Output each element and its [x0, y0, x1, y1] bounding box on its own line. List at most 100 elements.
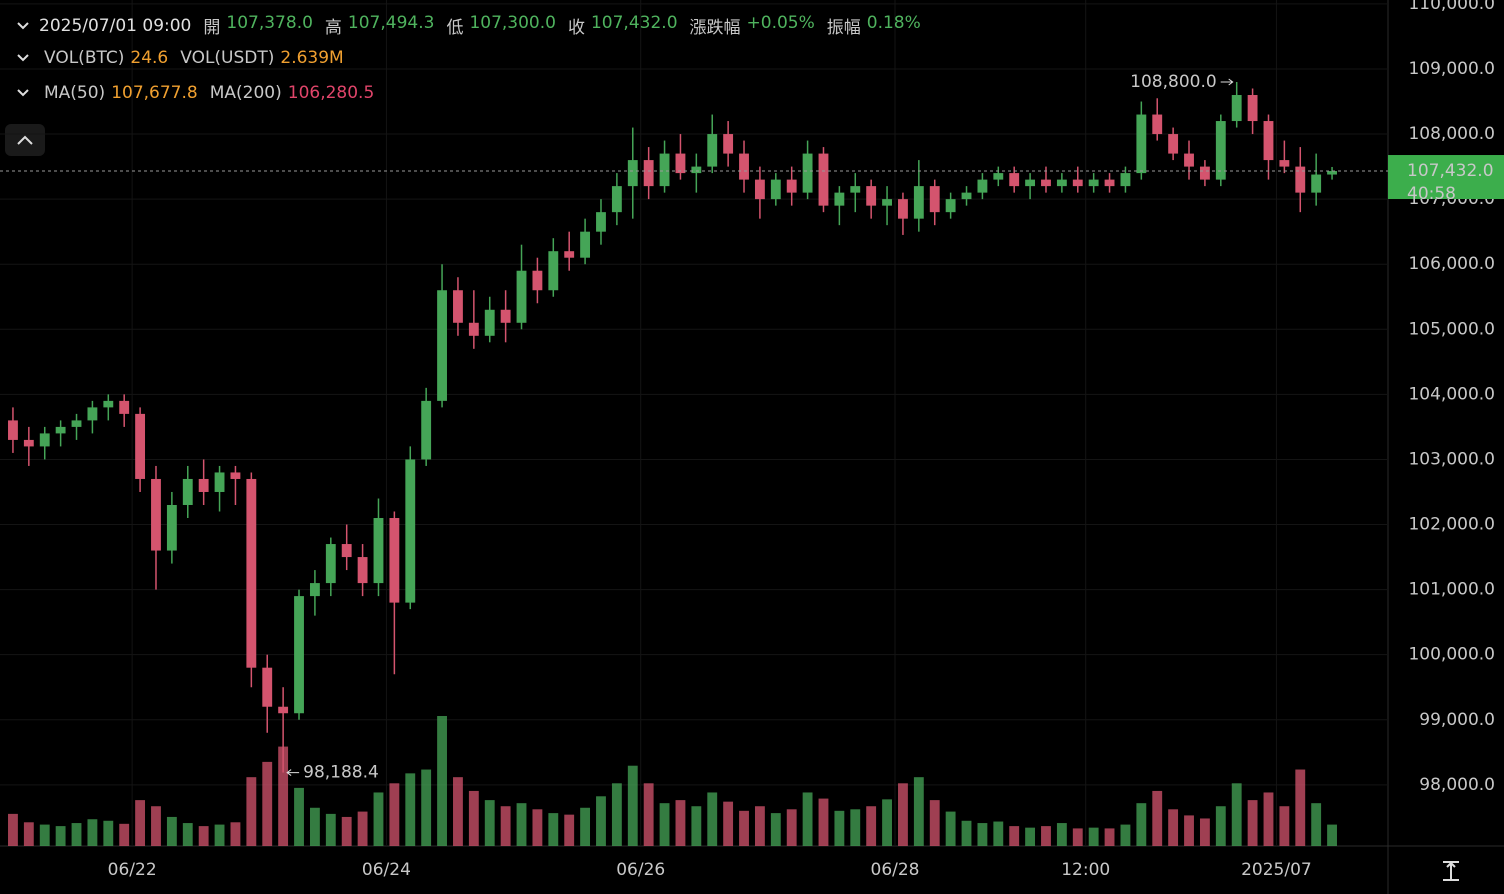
candle-body — [468, 322, 479, 336]
legend-item: 低 107,300.0 — [446, 13, 556, 38]
volume-bar — [1104, 828, 1115, 846]
volume-bar — [1184, 815, 1194, 846]
legend-value: 107,677.8 — [111, 83, 198, 103]
chevron — [17, 54, 29, 62]
scale-icon[interactable] — [1443, 861, 1459, 881]
volume-bar — [1072, 828, 1083, 846]
volume-bar — [103, 820, 114, 846]
candle-body — [230, 472, 241, 479]
candle-body — [55, 426, 66, 434]
legend-label: 開 — [203, 18, 221, 38]
volume-bar — [309, 807, 320, 846]
candle-body — [1311, 174, 1322, 193]
x-tick-label: 2025/07 — [1241, 860, 1312, 880]
volume-bar — [1263, 792, 1274, 846]
candle-body — [8, 420, 18, 440]
candle-body — [182, 478, 193, 505]
volume-bar — [866, 806, 877, 846]
volume-bar — [770, 813, 781, 846]
collapse-button[interactable] — [5, 124, 45, 156]
candle-body — [516, 270, 527, 323]
volume-bar — [898, 783, 908, 846]
volume-bar — [1009, 826, 1020, 846]
volume-bar — [119, 823, 130, 846]
y-tick-label: 104,000.0 — [1408, 384, 1495, 404]
candle-body — [580, 231, 591, 258]
candle-body — [818, 153, 829, 206]
timestamp: 2025/07/01 09:00 — [39, 15, 192, 36]
volume-bar — [389, 783, 400, 846]
volume-bar — [564, 814, 575, 846]
legend-value: 107,494.3 — [347, 13, 435, 33]
candle-body — [373, 518, 384, 584]
volume-bar — [802, 792, 813, 846]
candle-body — [1279, 160, 1290, 167]
volume-bar — [754, 806, 765, 846]
candle-body — [754, 179, 765, 200]
volume-bar — [643, 783, 654, 846]
candle-body — [977, 179, 988, 193]
volume-bar — [961, 820, 972, 846]
candle-body — [294, 596, 304, 714]
volume-bar — [151, 806, 161, 846]
legend-item: 開 107,378.0 — [203, 13, 313, 38]
annotation-label: 108,800.0 — [1130, 72, 1217, 92]
volume-bar — [1215, 806, 1226, 846]
volume-bar — [262, 761, 273, 846]
candle-body — [993, 173, 1004, 180]
candle-body — [1184, 153, 1194, 167]
legend-label: 低 — [446, 18, 464, 38]
x-tick-label: 12:00 — [1061, 860, 1110, 880]
collapse-button-bg[interactable] — [5, 124, 45, 156]
candle-body — [1009, 173, 1020, 187]
legend-item: 漲跌幅 +0.05% — [690, 13, 815, 38]
volume-bar — [1152, 790, 1163, 846]
expand-icon[interactable] — [16, 53, 30, 63]
volume-bar — [1231, 783, 1242, 846]
legend-label: 高 — [324, 18, 342, 38]
volume-bar — [484, 800, 495, 846]
candle-body — [659, 153, 670, 187]
last-price-label: 107,432.0 — [1407, 161, 1494, 181]
candle-body — [1215, 121, 1226, 180]
volume-bar — [39, 824, 50, 846]
legend-label: 收 — [567, 18, 585, 38]
candle-body — [103, 400, 114, 408]
candle-body — [866, 186, 877, 206]
candle-body — [246, 478, 257, 668]
candle-body — [405, 459, 416, 603]
candle-body — [278, 706, 289, 714]
expand-icon[interactable] — [16, 21, 30, 31]
candle-body — [1295, 166, 1306, 193]
volume-bar — [1279, 806, 1290, 846]
volume-bar — [1088, 827, 1099, 846]
expand-icon[interactable] — [16, 88, 30, 98]
legend-value: 106,280.5 — [287, 83, 375, 103]
volume-bar — [834, 810, 845, 846]
volume-bar — [1199, 818, 1210, 846]
legend-item: VOL(BTC) 24.6 — [44, 48, 168, 68]
volume-bar — [230, 822, 241, 846]
volume-bar — [373, 792, 384, 846]
candle-body — [929, 186, 940, 213]
candle-body — [850, 186, 861, 193]
candle-body — [1025, 179, 1036, 187]
x-tick-label: 06/22 — [108, 860, 157, 880]
candle-body — [691, 166, 702, 174]
volume-bar — [707, 792, 718, 846]
volume-bar — [882, 799, 892, 846]
candle-body — [1152, 114, 1163, 135]
volume-bar — [596, 796, 606, 846]
candle-body — [341, 544, 352, 558]
candle-body — [1120, 173, 1131, 187]
candle-body — [39, 433, 50, 447]
candle-body — [166, 504, 177, 551]
candle-body — [389, 518, 400, 603]
volume-bars — [8, 716, 1337, 846]
legend-value: 107,432.0 — [590, 13, 678, 33]
legend-value: 24.6 — [130, 48, 169, 68]
candle-body — [198, 478, 209, 492]
scale-toggle[interactable] — [1443, 861, 1459, 881]
annotation-arrow — [1220, 78, 1234, 86]
